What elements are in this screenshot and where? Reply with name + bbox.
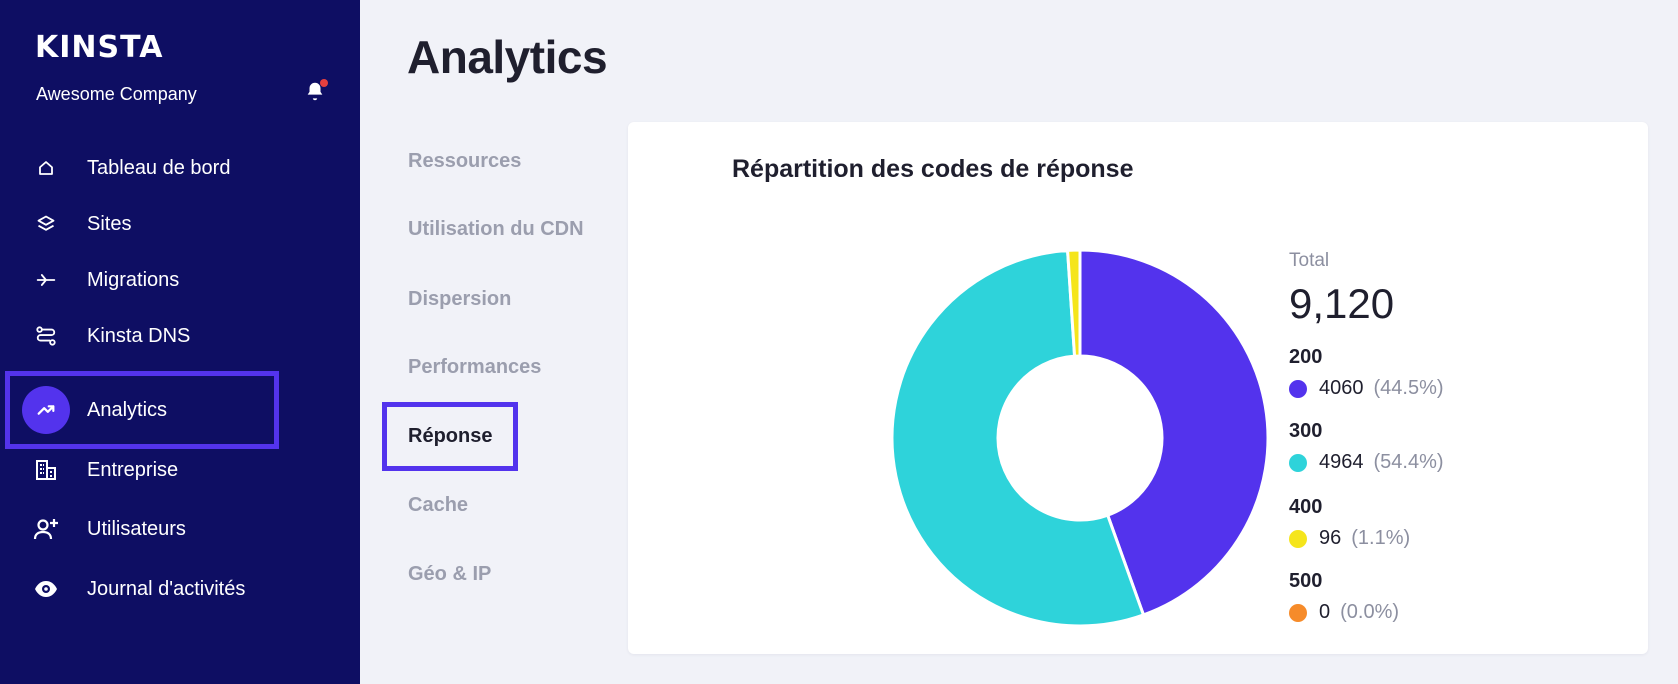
total-value: 9,120 [1289, 280, 1395, 327]
analytics-icon [22, 386, 70, 434]
chart-title: Répartition des codes de réponse [732, 155, 1134, 183]
total-label: Total [1289, 250, 1330, 271]
legend-code-500: 500 [1289, 570, 1323, 592]
building-icon [32, 456, 60, 484]
legend-row-300: 4964 (54.4%) [1289, 451, 1444, 474]
sidebar-item-entreprise[interactable]: Entreprise [0, 442, 360, 498]
legend-swatch [1289, 379, 1307, 398]
legend-percent: (44.5%) [1373, 377, 1444, 399]
sidebar-item-label: Migrations [87, 268, 180, 291]
legend-count: 96 [1319, 527, 1342, 549]
dns-icon [32, 322, 60, 350]
legend-row-400: 96 (1.1%) [1289, 527, 1410, 550]
legend-swatch [1289, 603, 1307, 622]
legend-percent: (0.0%) [1340, 601, 1400, 623]
sidebar: KINSTA Awesome Company Tableau de bord S… [0, 0, 360, 684]
eye-icon [32, 575, 60, 603]
migrations-icon [32, 266, 60, 294]
page-title: Analytics [407, 31, 608, 83]
legend-row-500: 0 (0.0%) [1289, 601, 1399, 624]
subnav-item-geo-ip[interactable]: Géo & IP [408, 563, 492, 585]
home-icon [32, 154, 60, 182]
subnav-item-cache[interactable]: Cache [408, 494, 469, 516]
sidebar-item-users[interactable]: Utilisateurs [0, 501, 360, 557]
response-codes-card: Répartition des codes de réponse Total 9… [628, 122, 1648, 654]
sidebar-item-label: Tableau de bord [87, 156, 231, 179]
legend-percent: (1.1%) [1351, 527, 1411, 549]
bell-icon[interactable] [304, 79, 328, 102]
sidebar-item-analytics[interactable]: Analytics [0, 382, 360, 438]
add-user-icon [32, 515, 60, 543]
sidebar-item-dashboard[interactable]: Tableau de bord [0, 140, 360, 196]
legend-row-200: 4060 (44.5%) [1289, 377, 1444, 400]
legend-code-200: 200 [1289, 346, 1323, 368]
sidebar-item-kinsta-dns[interactable]: Kinsta DNS [0, 308, 360, 364]
donut-chart [892, 250, 1268, 626]
donut-slice-400[interactable] [1066, 250, 1082, 358]
sidebar-item-label: Journal d'activités [87, 577, 246, 600]
subnav-item-reponse[interactable]: Réponse [408, 425, 493, 447]
sidebar-item-migrations[interactable]: Migrations [0, 252, 360, 308]
legend-code-400: 400 [1289, 496, 1323, 518]
sidebar-item-label: Entreprise [87, 458, 179, 481]
donut-slice-300[interactable] [892, 250, 1146, 626]
legend-swatch [1289, 529, 1307, 548]
legend-percent: (54.4%) [1373, 451, 1444, 473]
legend-count: 4964 [1319, 451, 1364, 473]
legend-code-300: 300 [1289, 420, 1323, 442]
subnav-item-dispersion[interactable]: Dispersion [408, 288, 512, 310]
sidebar-item-label: Utilisateurs [87, 517, 186, 540]
sidebar-item-sites[interactable]: Sites [0, 196, 360, 252]
sidebar-item-label: Kinsta DNS [87, 324, 191, 347]
kinsta-logo[interactable]: KINSTA [35, 30, 164, 65]
sidebar-item-activity-log[interactable]: Journal d'activités [0, 561, 360, 617]
company-name[interactable]: Awesome Company [36, 84, 197, 104]
subnav-item-performances[interactable]: Performances [408, 356, 542, 378]
legend-swatch [1289, 453, 1307, 472]
subnav-item-ressources[interactable]: Ressources [408, 150, 522, 172]
subnav-item-cdn[interactable]: Utilisation du CDN [408, 218, 584, 240]
legend-count: 0 [1319, 601, 1331, 623]
sidebar-item-label: Sites [87, 212, 132, 235]
notification-dot [320, 79, 328, 87]
sidebar-item-label: Analytics [87, 398, 168, 421]
donut-slice-200[interactable] [1078, 250, 1268, 617]
legend-count: 4060 [1319, 377, 1364, 399]
layers-icon [32, 210, 60, 238]
